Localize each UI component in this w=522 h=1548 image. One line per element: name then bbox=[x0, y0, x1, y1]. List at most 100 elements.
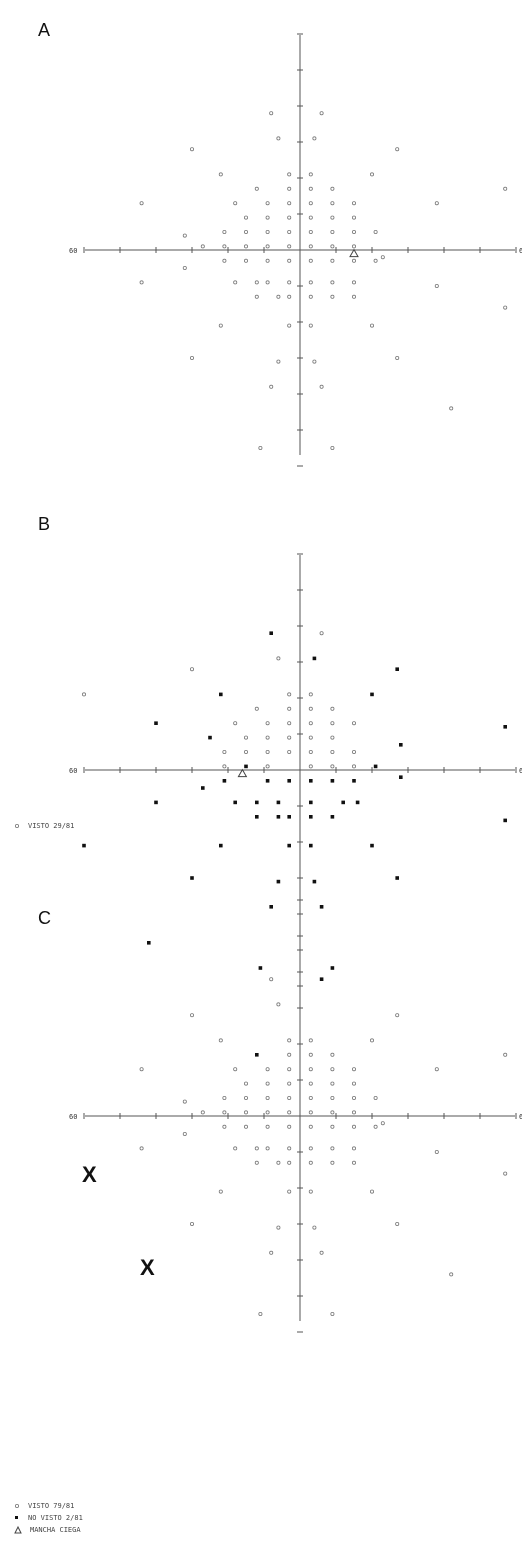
missed-point bbox=[219, 843, 223, 848]
missed-point bbox=[276, 879, 281, 884]
seen-point bbox=[351, 721, 356, 726]
legend-seen-text: VISTO 29/81 bbox=[28, 822, 75, 830]
seen-point bbox=[434, 1150, 439, 1155]
missed-point bbox=[309, 843, 313, 848]
seen-point bbox=[218, 172, 223, 177]
seen-point bbox=[434, 283, 439, 288]
x-mark: X bbox=[82, 1162, 97, 1187]
seen-point bbox=[222, 1110, 227, 1115]
blind-spot-marker bbox=[349, 248, 359, 258]
seen-point bbox=[369, 1038, 374, 1043]
missed-point bbox=[355, 800, 360, 805]
seen-point bbox=[222, 764, 227, 769]
seen-point bbox=[308, 280, 313, 285]
seen-point bbox=[330, 201, 335, 206]
seen-point bbox=[265, 258, 270, 263]
seen-point bbox=[308, 201, 313, 206]
seen-point bbox=[308, 258, 313, 263]
seen-point bbox=[308, 186, 313, 191]
seen-point bbox=[276, 136, 281, 141]
seen-point bbox=[434, 201, 439, 206]
seen-point bbox=[265, 1096, 270, 1101]
seen-point bbox=[243, 215, 248, 220]
seen-point bbox=[308, 1067, 313, 1072]
seen-point bbox=[243, 244, 248, 249]
seen-point bbox=[287, 258, 292, 263]
seen-point bbox=[287, 750, 292, 755]
seen-point bbox=[222, 258, 227, 263]
axis-label-right: 60 bbox=[519, 767, 522, 775]
seen-point bbox=[287, 1038, 292, 1043]
seen-point bbox=[308, 735, 313, 740]
panel-label: C bbox=[38, 908, 51, 928]
seen-point bbox=[265, 721, 270, 726]
missed-point bbox=[309, 815, 313, 819]
seen-point bbox=[189, 355, 194, 360]
missed-point bbox=[370, 843, 374, 848]
missed-point bbox=[208, 735, 212, 740]
seen-point bbox=[330, 764, 335, 769]
seen-point bbox=[265, 1146, 270, 1151]
seen-point bbox=[351, 294, 356, 299]
seen-point bbox=[330, 1124, 335, 1129]
missed-point bbox=[309, 800, 313, 805]
legend-missed-symbol bbox=[15, 1516, 18, 1519]
seen-point bbox=[369, 172, 374, 177]
seen-point bbox=[330, 186, 335, 191]
seen-point bbox=[182, 1099, 187, 1104]
seen-point bbox=[380, 255, 385, 260]
seen-point bbox=[369, 1189, 374, 1194]
seen-point bbox=[308, 1096, 313, 1101]
seen-point bbox=[308, 706, 313, 711]
seen-point bbox=[276, 656, 281, 661]
seen-point bbox=[182, 265, 187, 270]
missed-point bbox=[276, 815, 281, 819]
seen-point bbox=[308, 1160, 313, 1165]
seen-point bbox=[189, 1222, 194, 1227]
missed-point bbox=[222, 779, 227, 783]
seen-point bbox=[330, 1096, 335, 1101]
seen-point bbox=[308, 721, 313, 726]
seen-point bbox=[330, 721, 335, 726]
seen-point bbox=[222, 229, 227, 234]
missed-point bbox=[154, 721, 158, 725]
missed-point bbox=[269, 631, 273, 635]
seen-point bbox=[503, 305, 508, 310]
seen-point bbox=[351, 750, 356, 755]
seen-point bbox=[287, 735, 292, 740]
legend-b: VISTO 29/81 bbox=[14, 820, 74, 832]
legend-blind-symbol bbox=[14, 1525, 22, 1534]
seen-point bbox=[373, 229, 378, 234]
seen-point bbox=[319, 1250, 324, 1255]
seen-point bbox=[269, 111, 274, 116]
axis-label-left: 60 bbox=[69, 1113, 77, 1121]
seen-point bbox=[330, 294, 335, 299]
seen-point bbox=[351, 229, 356, 234]
missed-point bbox=[244, 764, 248, 769]
seen-point bbox=[308, 172, 313, 177]
seen-point bbox=[218, 323, 223, 328]
seen-point bbox=[308, 244, 313, 249]
seen-point bbox=[351, 215, 356, 220]
seen-point bbox=[308, 215, 313, 220]
seen-point bbox=[330, 1052, 335, 1057]
legend-blind-text: MANCHA CIEGA bbox=[30, 1526, 81, 1534]
seen-point bbox=[330, 750, 335, 755]
seen-point bbox=[254, 1160, 259, 1165]
seen-point bbox=[265, 1110, 270, 1115]
seen-point bbox=[276, 359, 281, 364]
seen-point bbox=[233, 280, 238, 285]
seen-point bbox=[276, 1160, 281, 1165]
seen-point bbox=[351, 1081, 356, 1086]
legend-seen-symbol bbox=[14, 1503, 20, 1509]
seen-point bbox=[139, 280, 144, 285]
seen-point bbox=[351, 201, 356, 206]
seen-point bbox=[243, 1096, 248, 1101]
seen-point bbox=[287, 201, 292, 206]
seen-point bbox=[233, 1146, 238, 1151]
seen-point bbox=[308, 1146, 313, 1151]
seen-point bbox=[287, 706, 292, 711]
seen-point bbox=[182, 233, 187, 238]
seen-point bbox=[308, 1081, 313, 1086]
